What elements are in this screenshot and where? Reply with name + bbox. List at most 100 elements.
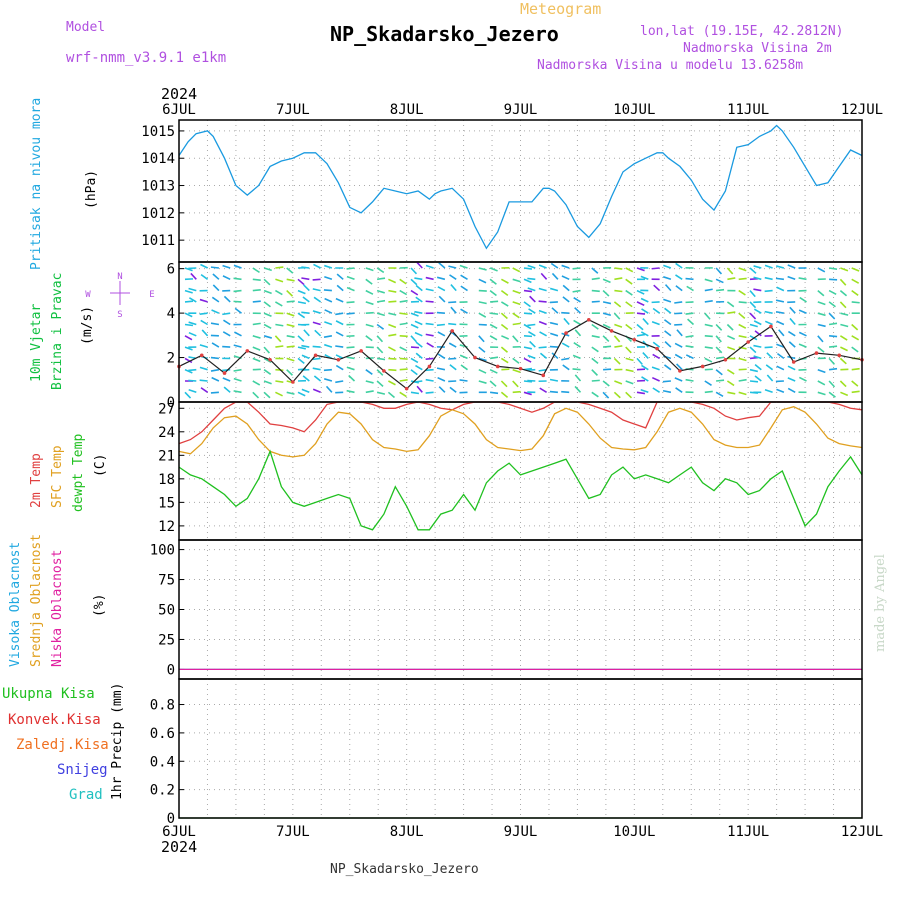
- wind-arrow: [851, 390, 860, 394]
- wind-arrow: [539, 331, 547, 337]
- wind-arrow: [500, 391, 509, 398]
- y-tick-label: 6: [167, 262, 175, 278]
- wind-arrow: [641, 376, 649, 382]
- wind-arrow: [314, 329, 322, 337]
- wind-arrow: [449, 364, 457, 371]
- wind-arrow: [399, 391, 407, 398]
- wind-arrow: [527, 354, 536, 360]
- wind-arrow: [252, 346, 261, 351]
- wind-arrow: [263, 380, 272, 385]
- wind-arrow: [675, 262, 683, 269]
- wind-speed-point: [723, 357, 728, 362]
- wind-arrow: [297, 278, 305, 286]
- wind-arrow: [636, 323, 644, 331]
- wind-arrow: [603, 345, 612, 348]
- wind-arrow: [754, 364, 762, 371]
- wind-arrow: [365, 289, 374, 295]
- wind-arrow: [676, 329, 683, 337]
- wind-arrow: [789, 317, 796, 326]
- wind-arrow: [201, 329, 209, 337]
- wind-arrow: [787, 264, 796, 269]
- wind-arrow: [501, 278, 509, 284]
- wind-speed-point: [495, 364, 500, 369]
- wind-arrow: [640, 331, 649, 337]
- wind-arrow: [538, 309, 547, 314]
- wind-arrow: [829, 335, 838, 338]
- wind-arrow: [388, 278, 397, 284]
- wind-speed-point: [678, 369, 682, 373]
- wind-arrow: [704, 390, 713, 394]
- wind-arrow: [388, 346, 396, 352]
- wind-arrow: [399, 368, 408, 371]
- y-tick-label: 50: [158, 603, 175, 619]
- wind-arrow: [636, 312, 646, 315]
- wind-arrow: [323, 368, 332, 372]
- wind-arrow: [636, 289, 645, 295]
- wind-arrow: [346, 356, 355, 360]
- wind-arrow: [651, 366, 660, 371]
- precip-legend-frz: Zaledj.Kisa: [16, 737, 109, 753]
- wind-arrow: [500, 301, 509, 307]
- wind-arrow: [662, 389, 672, 394]
- wind-arrow: [716, 288, 725, 292]
- wind-arrow: [501, 368, 510, 371]
- wind-arrow: [727, 335, 735, 340]
- wind-arrow: [651, 321, 660, 326]
- wind-arrow: [324, 297, 333, 303]
- wind-arrow: [223, 295, 231, 303]
- wind-arrow: [410, 369, 418, 376]
- wind-arrow: [574, 307, 582, 314]
- wind-arrow: [572, 354, 581, 360]
- wind-arrow: [365, 390, 374, 394]
- wind-arrow: [376, 312, 386, 317]
- wind-arrow: [460, 285, 468, 292]
- precip-legend-conv: Konvek.Kisa: [8, 712, 101, 728]
- wind-arrow: [478, 301, 487, 305]
- wind-arrow: [312, 388, 321, 394]
- wind-arrow: [212, 284, 220, 292]
- wind-arrow: [775, 310, 785, 314]
- wind-arrow: [399, 379, 408, 382]
- wind-arrow: [539, 352, 548, 360]
- wind-arrow: [764, 289, 773, 293]
- wind-arrow: [323, 289, 332, 292]
- wind-arrow: [301, 311, 310, 314]
- wind-arrow: [252, 391, 260, 399]
- wind-arrow: [376, 369, 384, 376]
- wind-arrow: [313, 263, 321, 269]
- wind-arrow: [188, 321, 197, 326]
- wind-arrow: [562, 296, 570, 303]
- wind-arrow: [286, 267, 294, 274]
- y-tick-label: 0.6: [150, 726, 175, 742]
- y-tick-label: 0.2: [150, 783, 175, 799]
- x-tick-label-top: 7JUL: [276, 102, 310, 118]
- x-tick-label-top: 9JUL: [504, 102, 538, 118]
- wind-arrow: [252, 300, 261, 303]
- wind-arrow: [799, 296, 807, 303]
- wind-arrow: [263, 357, 272, 363]
- wind-arrow: [527, 264, 536, 269]
- wind-arrow: [653, 284, 661, 292]
- wind-arrow: [365, 369, 373, 375]
- wind-arrow: [523, 323, 532, 330]
- wind-arrow: [540, 272, 548, 280]
- wind-arrow: [365, 301, 374, 306]
- wind-arrow: [573, 297, 581, 303]
- wind-arrow: [414, 320, 423, 326]
- wind-arrow: [414, 277, 423, 281]
- wind-arrow: [425, 264, 434, 269]
- wind-speed-point: [655, 346, 659, 351]
- wind-arrow: [685, 277, 694, 281]
- wind-arrow: [275, 266, 284, 269]
- wind-arrow: [184, 357, 193, 364]
- wind-arrow: [436, 311, 445, 314]
- wind-arrow: [335, 364, 344, 371]
- wind-arrow: [233, 277, 242, 281]
- wind-arrow: [839, 278, 847, 286]
- wind-arrow: [715, 335, 722, 343]
- wind-arrow: [303, 284, 310, 292]
- wind-arrow: [399, 312, 408, 316]
- wind-arrow: [437, 286, 446, 292]
- wind-arrow: [410, 289, 419, 296]
- wind-arrow: [738, 267, 747, 272]
